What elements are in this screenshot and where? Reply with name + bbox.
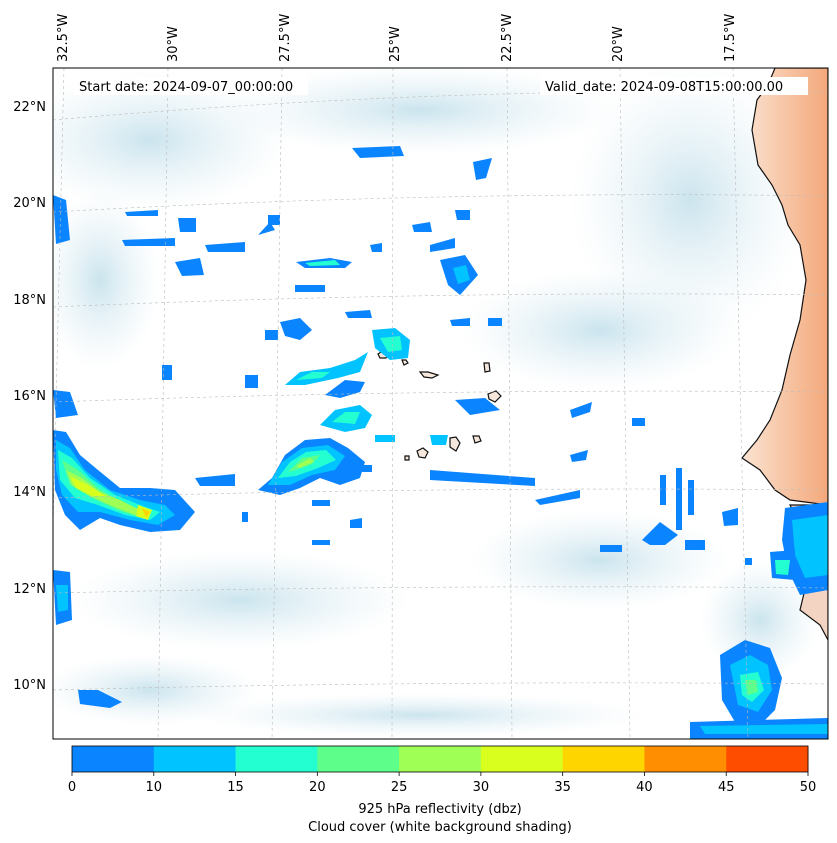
longitude-labels: 32.5°W 30°W 27.5°W 25°W 22.5°W 20°W 17.5… [56,14,738,62]
colorbar-swatch [644,746,727,772]
start-date-box [74,77,308,95]
reflectivity-cells [53,146,828,739]
lon-label: 17.5°W [723,14,738,62]
lat-label: 22°N [13,100,46,115]
colorbar-swatch [153,746,237,772]
lon-label: 27.5°W [278,14,293,62]
colorbar-tick-label: 10 [146,780,163,795]
colorbar-tick-label: 40 [636,780,653,795]
colorbar-tick-label: 20 [309,780,326,795]
colorbar-swatch [480,746,564,772]
map-area: Start date: 2024-09-07_00:00:00 Valid_da… [53,68,828,739]
colorbar-tick-label: 45 [718,780,735,795]
lat-label: 10°N [13,678,46,693]
colorbar-tick-label: 50 [800,780,817,795]
colorbar-ticks: 0 10 15 20 25 30 35 40 45 50 [68,772,816,795]
colorbar-tick-label: 15 [227,780,244,795]
map-frame [52,67,829,740]
cloud-cover-shading [53,68,820,737]
colorbar-swatch [317,746,400,772]
colorbar-label: 925 hPa reflectivity (dbz) [358,802,521,817]
colorbar-frame [71,745,809,773]
colorbar-tick-label: 0 [68,780,76,795]
lon-label: 25°W [388,26,403,62]
reflectivity-colorbar: 0 10 15 20 25 30 35 40 45 50 925 hPa reflectivity… [68,745,816,835]
valid-date-label: Valid_date: 2024-09-08T15:00:00.00 [545,80,783,95]
colorbar-swatch [235,746,318,772]
latitude-labels: 22°N 20°N 18°N 16°N 14°N 12°N 10°N [13,100,46,693]
colorbar-tick-label: 35 [554,780,571,795]
colorbar-swatch [562,746,645,772]
start-date-label: Start date: 2024-09-07_00:00:00 [79,80,293,95]
lat-label: 20°N [13,196,46,211]
colorbar-swatch [72,746,155,772]
colorbar-tick-label: 25 [391,780,408,795]
map-gridlines [53,68,828,739]
colorbar-tick-label: 30 [473,780,490,795]
colorbar-swatches [72,746,809,772]
lat-label: 16°N [13,389,46,404]
colorbar-swatch [399,746,482,772]
lon-label: 32.5°W [56,14,71,62]
lon-label: 20°W [611,26,626,62]
africa-coastline [741,68,828,506]
colorbar-swatch [726,746,809,772]
lat-label: 14°N [13,485,46,500]
valid-date-box [540,77,808,95]
lat-label: 18°N [13,293,46,308]
lon-label: 22.5°W [500,14,515,62]
colorbar-sublabel: Cloud cover (white background shading) [308,820,572,835]
lat-label: 12°N [13,582,46,597]
lon-label: 30°W [166,26,181,62]
